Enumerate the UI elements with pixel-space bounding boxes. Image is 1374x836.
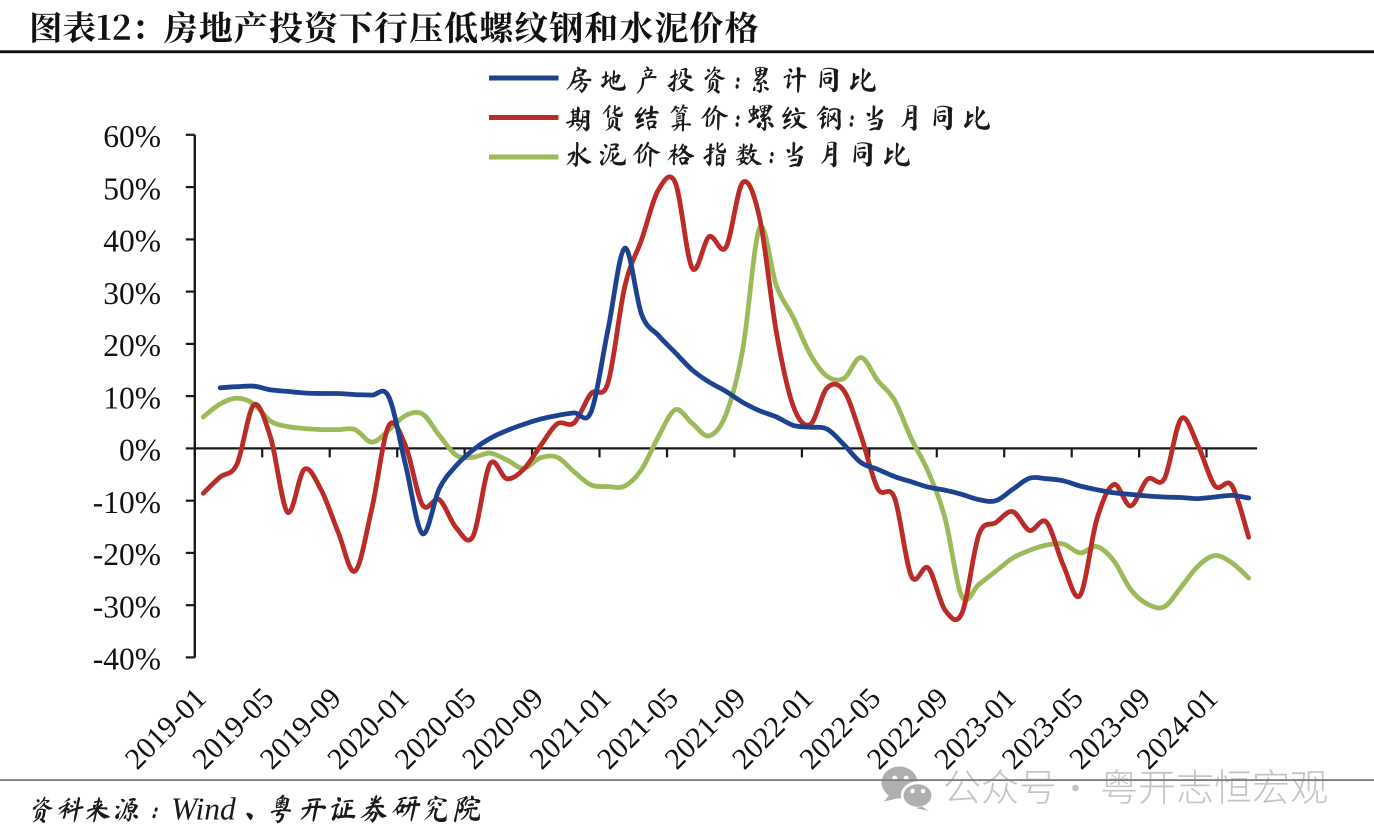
svg-text:50%: 50% (103, 171, 161, 206)
svg-text:Wind: Wind (171, 792, 236, 827)
svg-text:-10%: -10% (93, 485, 161, 520)
svg-text:40%: 40% (103, 224, 161, 259)
svg-text:10%: 10% (103, 380, 161, 415)
svg-text:30%: 30% (103, 276, 161, 311)
svg-text:0%: 0% (119, 433, 161, 468)
svg-text:-20%: -20% (93, 537, 161, 572)
svg-text:20%: 20% (103, 328, 161, 363)
svg-text:60%: 60% (103, 119, 161, 154)
svg-text:-40%: -40% (93, 642, 161, 677)
svg-text:-30%: -30% (93, 589, 161, 624)
